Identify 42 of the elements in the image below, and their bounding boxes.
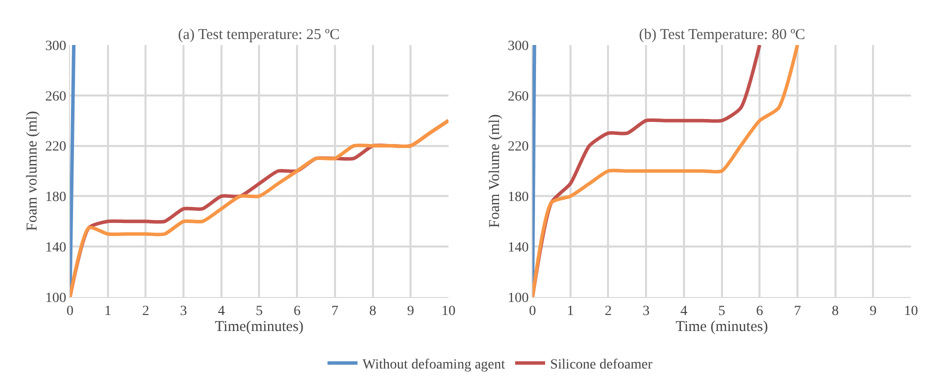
y-tick-label: 220 <box>508 140 529 155</box>
y-tick-label: 180 <box>508 190 529 206</box>
x-tick-label: 10 <box>441 304 456 319</box>
x-tick-label: 7 <box>331 304 338 319</box>
x-tick-label: 8 <box>832 304 839 319</box>
x-tick-label: 0 <box>66 304 74 319</box>
chart-title: (a) Test temperature: 25 ºC <box>178 27 340 43</box>
legend-label: Silicone defoamer <box>550 357 653 372</box>
x-tick-label: 2 <box>142 304 150 319</box>
x-tick-label: 8 <box>369 304 376 319</box>
x-tick-label: 7 <box>794 304 801 319</box>
x-tick-label: 1 <box>104 304 112 319</box>
y-axis-title: Foam volumne (ml) <box>24 111 40 231</box>
x-tick-label: 9 <box>870 304 877 319</box>
y-tick-label: 140 <box>45 240 66 256</box>
x-tick-label: 5 <box>718 304 726 319</box>
x-tick-label: 9 <box>407 304 414 319</box>
chart-title: (b) Test Temperature: 80 ºC <box>639 27 806 43</box>
x-tick-label: 4 <box>218 304 225 319</box>
x-axis-title: Time (minutes) <box>676 318 768 335</box>
x-axis-title: Time(minutes) <box>214 318 304 335</box>
x-tick-label: 3 <box>642 304 650 319</box>
x-tick-label: 3 <box>180 304 188 319</box>
y-tick-label: 220 <box>45 140 66 155</box>
y-tick-label: 140 <box>508 240 529 256</box>
legend-label: Without defoaming agent <box>362 357 506 372</box>
x-tick-label: 6 <box>294 304 301 319</box>
x-tick-label: 6 <box>756 304 764 319</box>
y-tick-label: 260 <box>508 89 529 104</box>
x-tick-label: 1 <box>566 304 574 319</box>
x-tick-label: 2 <box>604 304 612 319</box>
y-tick-label: 260 <box>45 89 66 104</box>
y-tick-label: 180 <box>45 190 66 206</box>
x-tick-label: 4 <box>680 304 688 319</box>
y-tick-label: 100 <box>508 290 529 306</box>
x-tick-label: 10 <box>904 304 918 319</box>
x-tick-label: 5 <box>256 304 263 319</box>
y-tick-label: 300 <box>45 38 66 54</box>
y-tick-label: 300 <box>508 38 529 54</box>
x-tick-label: 0 <box>529 304 536 319</box>
y-tick-label: 100 <box>45 290 66 306</box>
y-axis-title: Foam Volume (ml) <box>487 114 503 228</box>
